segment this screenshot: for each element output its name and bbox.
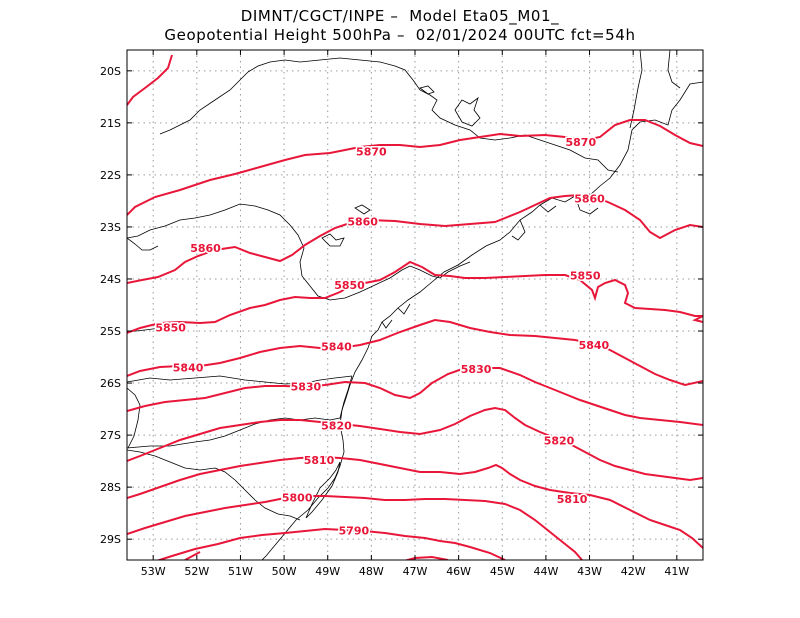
contour-label: 5850: [334, 279, 365, 292]
contour-label: 5820: [321, 420, 352, 433]
contour-label: 5810: [557, 493, 588, 506]
state-border: [667, 50, 681, 89]
lon-tick-label: 51W: [228, 565, 253, 578]
contour-label: 5850: [155, 321, 186, 334]
contour-5840: [127, 318, 703, 387]
contour-5830: [127, 367, 703, 426]
lat-tick-label: 28S: [100, 481, 121, 494]
state-border: [412, 79, 619, 173]
state-border: [629, 50, 643, 129]
contour-label: 5860: [347, 216, 378, 229]
axis-ticks: 53W 52W 51W 50W 49W 48W 47W 46W 45W 44W 43W 42W 41W 2…: [100, 50, 703, 578]
contour-label: 5820: [544, 434, 575, 447]
lagoon: [305, 461, 341, 519]
lon-tick-label: 50W: [272, 565, 297, 578]
coastline-borders: [127, 50, 703, 560]
contour-5870: [127, 119, 703, 216]
lon-tick-label: 42W: [621, 565, 646, 578]
lat-tick-label: 21S: [100, 117, 121, 130]
lat-tick-label: 27S: [100, 429, 121, 442]
reservoir: [454, 96, 481, 127]
lat-tick-label: 22S: [100, 169, 121, 182]
lat-tick-label: 26S: [100, 377, 121, 390]
contour-label: 5810: [304, 454, 335, 467]
contour-label: 5860: [574, 192, 605, 205]
country-border: [127, 237, 159, 251]
contour-label: 5840: [321, 341, 352, 354]
contour-5860: [127, 193, 703, 284]
contour-label: 5800: [282, 492, 313, 505]
contour-5810: [127, 455, 703, 549]
graticule: [127, 50, 703, 560]
map-frame: [126, 49, 704, 561]
contour-5880: [127, 54, 173, 106]
contour-label: 5870: [566, 136, 597, 149]
contour-labels: 5870 5870 5860 5860 5860 5850 5850 5850 5840 5840…: [154, 135, 611, 539]
contour-label: 5840: [579, 339, 610, 352]
contour-label: 5840: [173, 361, 204, 374]
contour-5780: [184, 551, 449, 560]
contour-label: 5850: [570, 269, 601, 282]
lat-tick-label: 24S: [100, 273, 121, 286]
contour-5800: [127, 495, 583, 560]
contour-label: 5830: [291, 381, 322, 394]
contour-5820: [127, 406, 703, 482]
lat-tick-label: 23S: [100, 221, 121, 234]
coast-detail: [381, 195, 599, 329]
reservoir: [419, 85, 435, 95]
state-border: [409, 261, 471, 279]
contour-label: 5860: [190, 242, 221, 255]
map-title-line-2: Geopotential Height 500hPa – 02/01/2024 …: [164, 26, 636, 44]
lon-tick-label: 41W: [664, 565, 689, 578]
lat-tick-label: 29S: [100, 533, 121, 546]
map-title-line-1: DIMNT/CGCT/INPE – Model Eta05_M01_: [240, 7, 560, 25]
lon-tick-label: 52W: [184, 565, 209, 578]
lon-tick-label: 47W: [403, 565, 428, 578]
contour-label: 5830: [461, 363, 492, 376]
country-border: [127, 387, 141, 449]
reservoir: [321, 233, 345, 247]
contour-5850: [127, 260, 703, 334]
country-border: [127, 449, 301, 521]
lon-tick-label: 44W: [533, 565, 558, 578]
lat-tick-label: 20S: [100, 65, 121, 78]
contour-5790: [156, 527, 506, 560]
state-border: [247, 57, 414, 81]
reservoir: [354, 204, 371, 215]
lon-tick-label: 49W: [315, 565, 340, 578]
lon-tick-label: 53W: [141, 565, 166, 578]
state-border: [127, 375, 353, 385]
contour-label: 5790: [339, 524, 370, 537]
lon-tick-label: 43W: [577, 565, 602, 578]
state-border: [159, 71, 249, 135]
state-border: [127, 203, 291, 239]
lat-tick-label: 25S: [100, 325, 121, 338]
height-contours: [127, 54, 703, 560]
contour-label: 5870: [356, 145, 387, 158]
lon-tick-label: 46W: [446, 565, 471, 578]
lon-tick-label: 45W: [490, 565, 515, 578]
lon-tick-label: 48W: [359, 565, 384, 578]
